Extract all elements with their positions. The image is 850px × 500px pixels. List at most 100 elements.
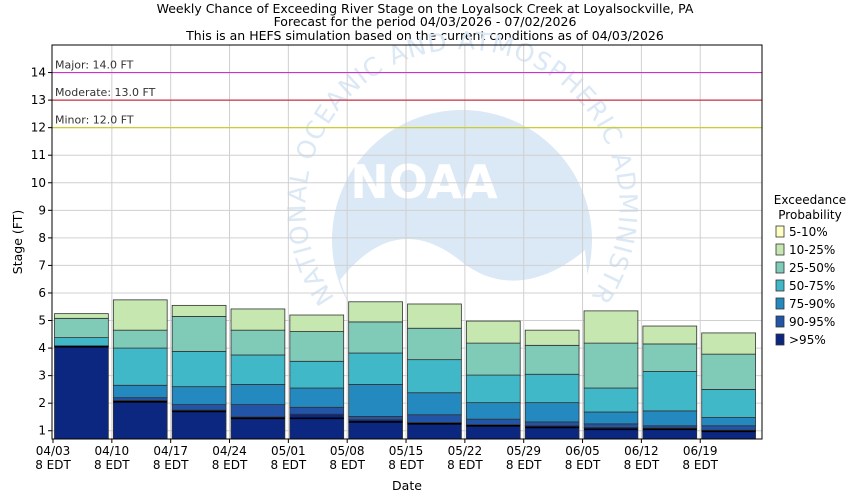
bar-segment: [642, 343, 698, 372]
x-tick-time: 8 EDT: [447, 458, 483, 472]
week-bar: [348, 301, 403, 440]
flood-level-label: Major: 14.0 FT: [55, 59, 134, 72]
week-bar: [583, 310, 639, 440]
x-tick-date: 04/10: [95, 444, 130, 458]
legend-label: 75-90%: [789, 297, 835, 311]
x-tick-time: 8 EDT: [624, 458, 660, 472]
bar-segment: [583, 411, 639, 425]
legend-swatch: [775, 261, 785, 274]
legend-label: 90-95%: [789, 315, 835, 329]
bar-segment: [407, 422, 462, 440]
x-tick-date: 06/05: [565, 444, 600, 458]
bar-segment: [230, 416, 286, 440]
y-tick-label: 1: [38, 424, 46, 438]
bar-segment: [701, 332, 756, 355]
bar-segment: [407, 303, 462, 329]
bar-segment: [524, 373, 580, 404]
bar-segment: [407, 327, 462, 361]
y-tick-label: 5: [38, 314, 46, 328]
bar-segment: [348, 301, 403, 323]
y-tick-label: 10: [31, 176, 46, 190]
bar-segment: [54, 317, 109, 339]
bar-segment: [171, 409, 227, 440]
plot-border: [51, 44, 763, 440]
bar-segment: [289, 314, 345, 332]
bar-segment: [407, 392, 462, 416]
bar-segment: [171, 350, 227, 388]
noaa-logo-text: NOAA: [350, 155, 498, 209]
legend-label: 10-25%: [789, 243, 835, 257]
bar-segment: [289, 387, 345, 408]
bar-segment: [465, 320, 521, 344]
y-tick-label: 4: [38, 341, 46, 355]
bar-segment: [583, 423, 639, 428]
chart-title-line-3: This is an HEFS simulation based on the …: [185, 28, 664, 43]
bar-segment: [112, 397, 168, 401]
x-tick-date: 04/03: [36, 444, 71, 458]
week-bar: [54, 313, 109, 440]
y-tick-label: 14: [31, 66, 46, 80]
legend-label: >95%: [789, 333, 826, 347]
legend-title-line-1: Exceedance: [774, 193, 846, 207]
x-tick-date: 04/17: [153, 444, 188, 458]
x-tick-date: 06/19: [683, 444, 718, 458]
y-tick-label: 13: [31, 93, 46, 107]
week-bar: [112, 299, 168, 440]
y-tick-label: 12: [31, 121, 46, 135]
bar-segment: [348, 384, 403, 417]
bar-segment: [54, 346, 109, 440]
x-tick-time: 8 EDT: [329, 458, 365, 472]
bar-segment: [701, 389, 756, 418]
x-tick-date: 05/08: [330, 444, 365, 458]
y-tick-label: 8: [38, 231, 46, 245]
bar-segment: [583, 387, 639, 413]
x-tick-time: 8 EDT: [388, 458, 424, 472]
x-tick-time: 8 EDT: [271, 458, 307, 472]
chart-title-line-2: Forecast for the period 04/03/2026 - 07/…: [274, 14, 577, 29]
bar-segment: [465, 374, 521, 404]
bar-segment: [112, 347, 168, 386]
bar-segment: [407, 414, 462, 423]
bar-segment: [230, 404, 286, 418]
x-axis-label: Date: [392, 478, 422, 493]
bars: [54, 299, 756, 440]
x-tick-date: 06/12: [624, 444, 659, 458]
legend-swatch: [775, 297, 785, 310]
week-bar: [171, 304, 227, 440]
bar-segment: [348, 416, 403, 421]
bar-segment: [348, 321, 403, 354]
week-bar: [289, 314, 345, 440]
bar-segment: [289, 406, 345, 415]
bar-segment: [54, 313, 109, 319]
week-bar: [407, 303, 462, 440]
bar-segment: [289, 331, 345, 362]
flood-level-label: Moderate: 13.0 FT: [55, 86, 156, 99]
bar-segment: [524, 421, 580, 427]
x-tick-time: 8 EDT: [94, 458, 130, 472]
bar-segment: [524, 329, 580, 346]
x-tick-time: 8 EDT: [153, 458, 189, 472]
legend-title-line-2: Probability: [778, 208, 841, 222]
y-tick-label: 3: [38, 369, 46, 383]
y-tick-label: 2: [38, 396, 46, 410]
x-tick-time: 8 EDT: [506, 458, 542, 472]
legend-swatch: [775, 225, 785, 238]
x-tick-date: 04/24: [212, 444, 247, 458]
bar-segment: [112, 400, 168, 440]
bar-segment: [230, 329, 286, 356]
bar-segment: [583, 310, 639, 344]
bar-segment: [171, 404, 227, 411]
bar-segment: [171, 386, 227, 405]
bar-segment: [642, 410, 698, 427]
y-tick-label: 9: [38, 203, 46, 217]
bar-segment: [171, 304, 227, 317]
bar-segment: [524, 344, 580, 375]
bar-segment: [289, 360, 345, 389]
bar-segment: [230, 354, 286, 385]
bar-segment: [54, 337, 109, 347]
legend-label: 25-50%: [789, 261, 835, 275]
legend-label: 5-10%: [789, 225, 828, 239]
legend-swatch: [775, 333, 785, 346]
